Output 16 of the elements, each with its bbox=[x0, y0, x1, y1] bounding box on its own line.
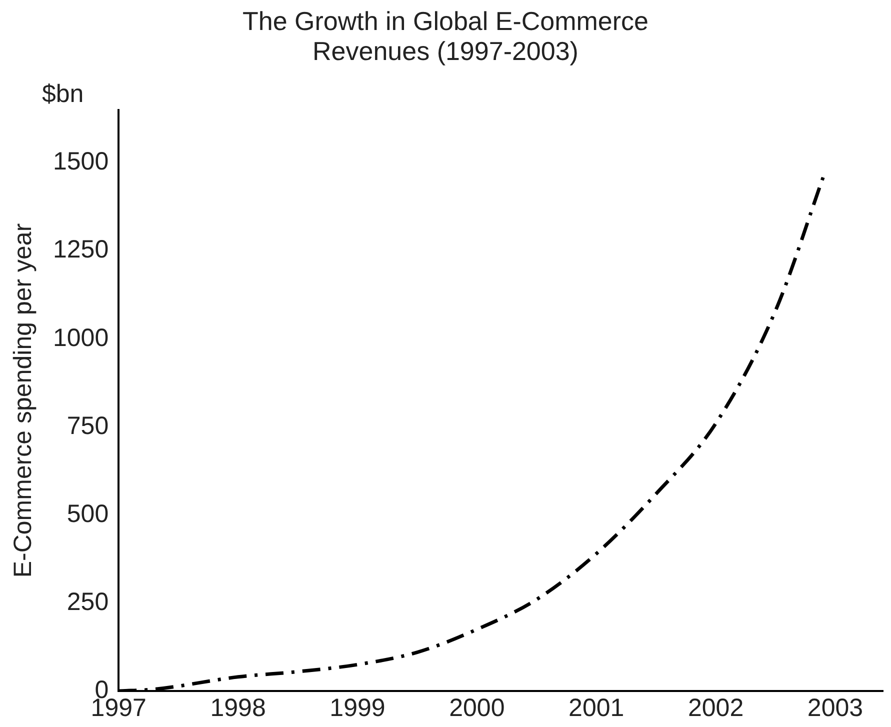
text: $bn bbox=[42, 80, 84, 109]
y-axis-title: E-Commerce spending per year bbox=[8, 223, 37, 578]
x-tick-label: 2000 bbox=[449, 694, 505, 722]
y-tick-label: 250 bbox=[66, 588, 109, 616]
y-tick-label: 1000 bbox=[52, 324, 109, 352]
x-tick-label: 2001 bbox=[568, 694, 624, 722]
x-tick-label: 2002 bbox=[688, 694, 744, 722]
y-tick-label: 500 bbox=[66, 500, 109, 528]
x-tick-label: 1998 bbox=[210, 694, 266, 722]
y-tick-label: 750 bbox=[66, 412, 109, 440]
x-tick-label: 2003 bbox=[807, 694, 864, 722]
x-tick-label: 1999 bbox=[330, 694, 386, 722]
text: The Growth in Global E-Commerce bbox=[242, 6, 649, 36]
y-tick-label: 1500 bbox=[52, 148, 109, 176]
y-tick-label: 1250 bbox=[52, 236, 109, 264]
text: Revenues (1997-2003) bbox=[312, 36, 578, 66]
